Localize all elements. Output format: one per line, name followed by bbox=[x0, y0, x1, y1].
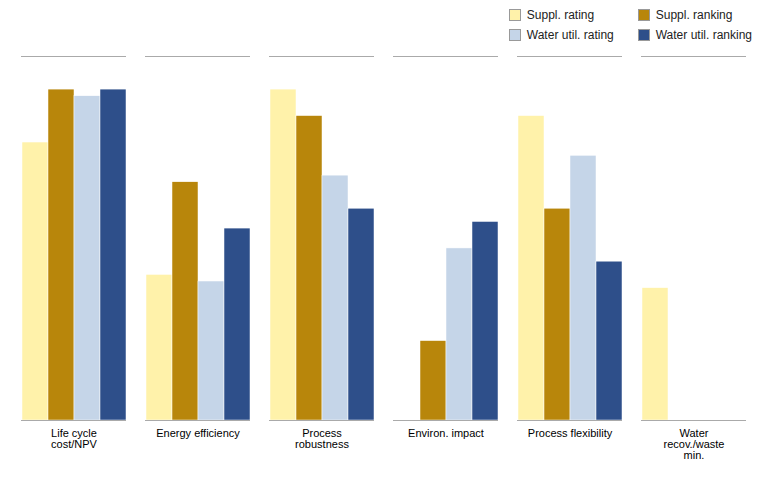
html-text:Water util. rating: Water util. rating bbox=[526, 28, 614, 42]
svg-text:Energy efficiency: Energy efficiency bbox=[156, 427, 240, 439]
svg-text:Waterrecov./wastemin.: Waterrecov./wastemin. bbox=[664, 427, 725, 461]
html-text:Suppl. rating: Suppl. rating bbox=[526, 8, 595, 22]
html-text:Water util. ranking: Water util. ranking bbox=[655, 28, 752, 42]
svg-text:Environ. impact: Environ. impact bbox=[408, 427, 484, 439]
svg-text:Life cyclecost/NPV: Life cyclecost/NPV bbox=[51, 427, 98, 450]
html-text:Suppl. ranking: Suppl. ranking bbox=[655, 8, 733, 22]
svg-text:Processrobustness: Processrobustness bbox=[295, 427, 349, 450]
svg-text:Process flexibility: Process flexibility bbox=[528, 427, 613, 439]
